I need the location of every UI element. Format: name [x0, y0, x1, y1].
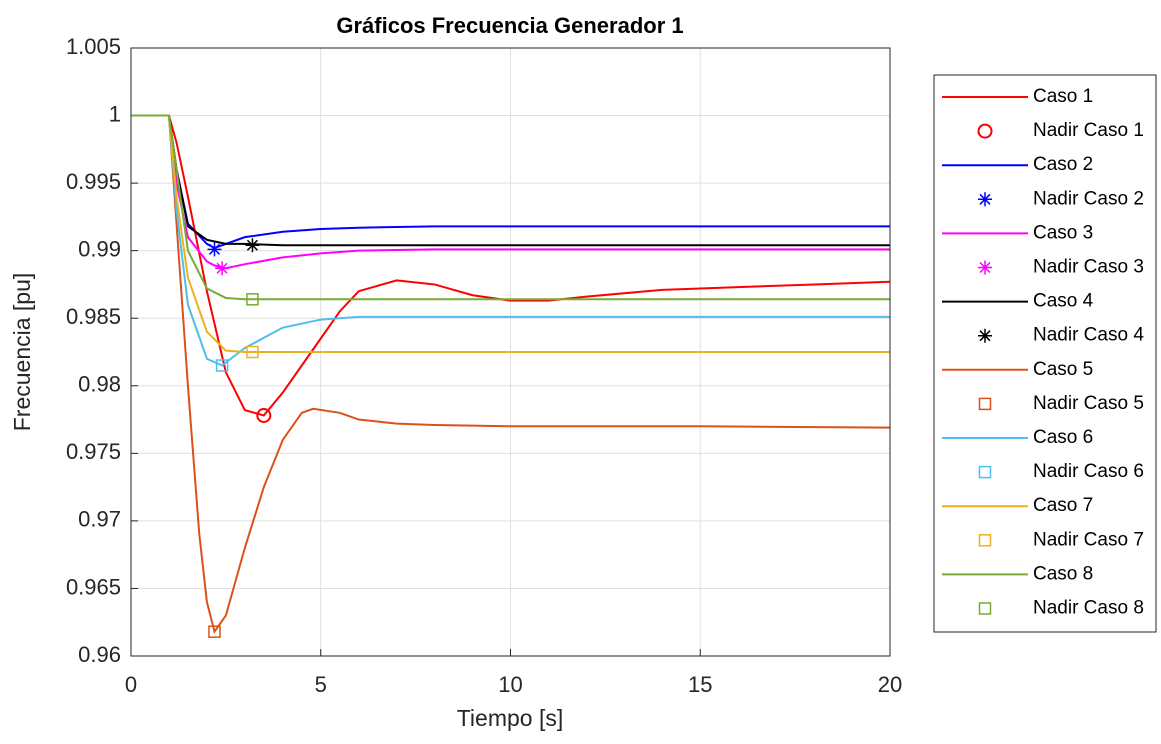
legend-label: Caso 1 [1033, 86, 1093, 107]
legend-label: Nadir Caso 7 [1033, 529, 1144, 550]
marker-shape [978, 534, 992, 547]
legend-label: Nadir Caso 2 [1033, 188, 1144, 209]
marker-shape [256, 408, 272, 424]
chart-title: Gráficos Frecuencia Generador 1 [336, 13, 683, 38]
legend-marker [978, 465, 992, 479]
marker [256, 408, 272, 424]
series-line [131, 114, 890, 353]
marker [215, 359, 229, 372]
marker-shape [245, 238, 260, 253]
y-tick-label: 0.975 [66, 439, 121, 464]
marker-shape [978, 192, 992, 207]
legend-box [933, 74, 1157, 633]
marker [215, 261, 230, 276]
legend-label: Caso 4 [1033, 291, 1094, 312]
legend-label: Caso 6 [1033, 427, 1093, 448]
marker-shape [215, 359, 229, 372]
legend-label: Caso 3 [1033, 222, 1093, 243]
x-tick-label: 15 [688, 672, 712, 697]
y-tick-label: 0.965 [66, 574, 121, 599]
y-tick-label: 0.995 [66, 169, 121, 194]
legend-marker [978, 192, 992, 207]
y-tick-label: 1.005 [66, 34, 121, 59]
marker [246, 293, 259, 306]
series-line [131, 114, 890, 301]
legend-label: Nadir Caso 6 [1033, 461, 1144, 482]
legend-marker [978, 260, 992, 275]
x-tick-label: 0 [125, 672, 137, 697]
legend-label: Caso 2 [1033, 154, 1093, 175]
marker-shape [208, 625, 221, 638]
series-line [131, 114, 890, 367]
marker-shape [246, 345, 259, 359]
series-line [131, 114, 891, 635]
y-tick-label: 0.97 [78, 507, 121, 532]
y-tick-label: 1 [109, 101, 121, 126]
y-axis-label: Frecuencia [pu] [9, 273, 35, 432]
marker-shape [977, 123, 993, 139]
x-tick-label: 5 [315, 672, 327, 697]
plot [131, 114, 891, 638]
marker-shape [978, 465, 992, 479]
legend-label: Caso 7 [1033, 495, 1093, 516]
legend-marker [978, 602, 992, 615]
series-line [131, 114, 891, 417]
marker-shape [215, 261, 230, 276]
legend-marker [978, 534, 992, 547]
marker [245, 238, 260, 253]
legend: Caso 1 Nadir Caso 1 Caso 2 Nadir Caso 2 Caso… [942, 86, 1144, 619]
marker-shape [978, 260, 992, 275]
legend-marker [978, 397, 992, 411]
x-axis-label: Tiempo [s] [457, 705, 564, 731]
legend-label: Nadir Caso 8 [1033, 598, 1144, 619]
legend-label: Nadir Caso 1 [1033, 120, 1144, 141]
legend-label: Nadir Caso 5 [1033, 393, 1144, 414]
marker-shape [978, 397, 992, 411]
x-tick-label: 20 [878, 672, 902, 697]
legend-marker [978, 328, 992, 343]
x-tick-label: 10 [498, 672, 522, 697]
marker [207, 242, 222, 257]
legend-label: Caso 5 [1033, 359, 1093, 380]
marker [246, 345, 259, 359]
legend-label: Nadir Caso 3 [1033, 257, 1144, 278]
marker [208, 625, 221, 638]
axes-box [130, 47, 891, 657]
legend-marker [977, 123, 993, 139]
marker-shape [207, 242, 222, 257]
marker-shape [978, 328, 992, 343]
y-tick-label: 0.98 [78, 372, 121, 397]
y-tick-label: 0.985 [66, 304, 121, 329]
y-tick-label: 0.99 [78, 236, 121, 261]
legend-label: Nadir Caso 4 [1033, 325, 1144, 346]
y-tick-label: 0.96 [78, 642, 121, 667]
legend-label: Caso 8 [1033, 563, 1093, 584]
marker-shape [246, 293, 259, 306]
marker-shape [978, 602, 992, 615]
